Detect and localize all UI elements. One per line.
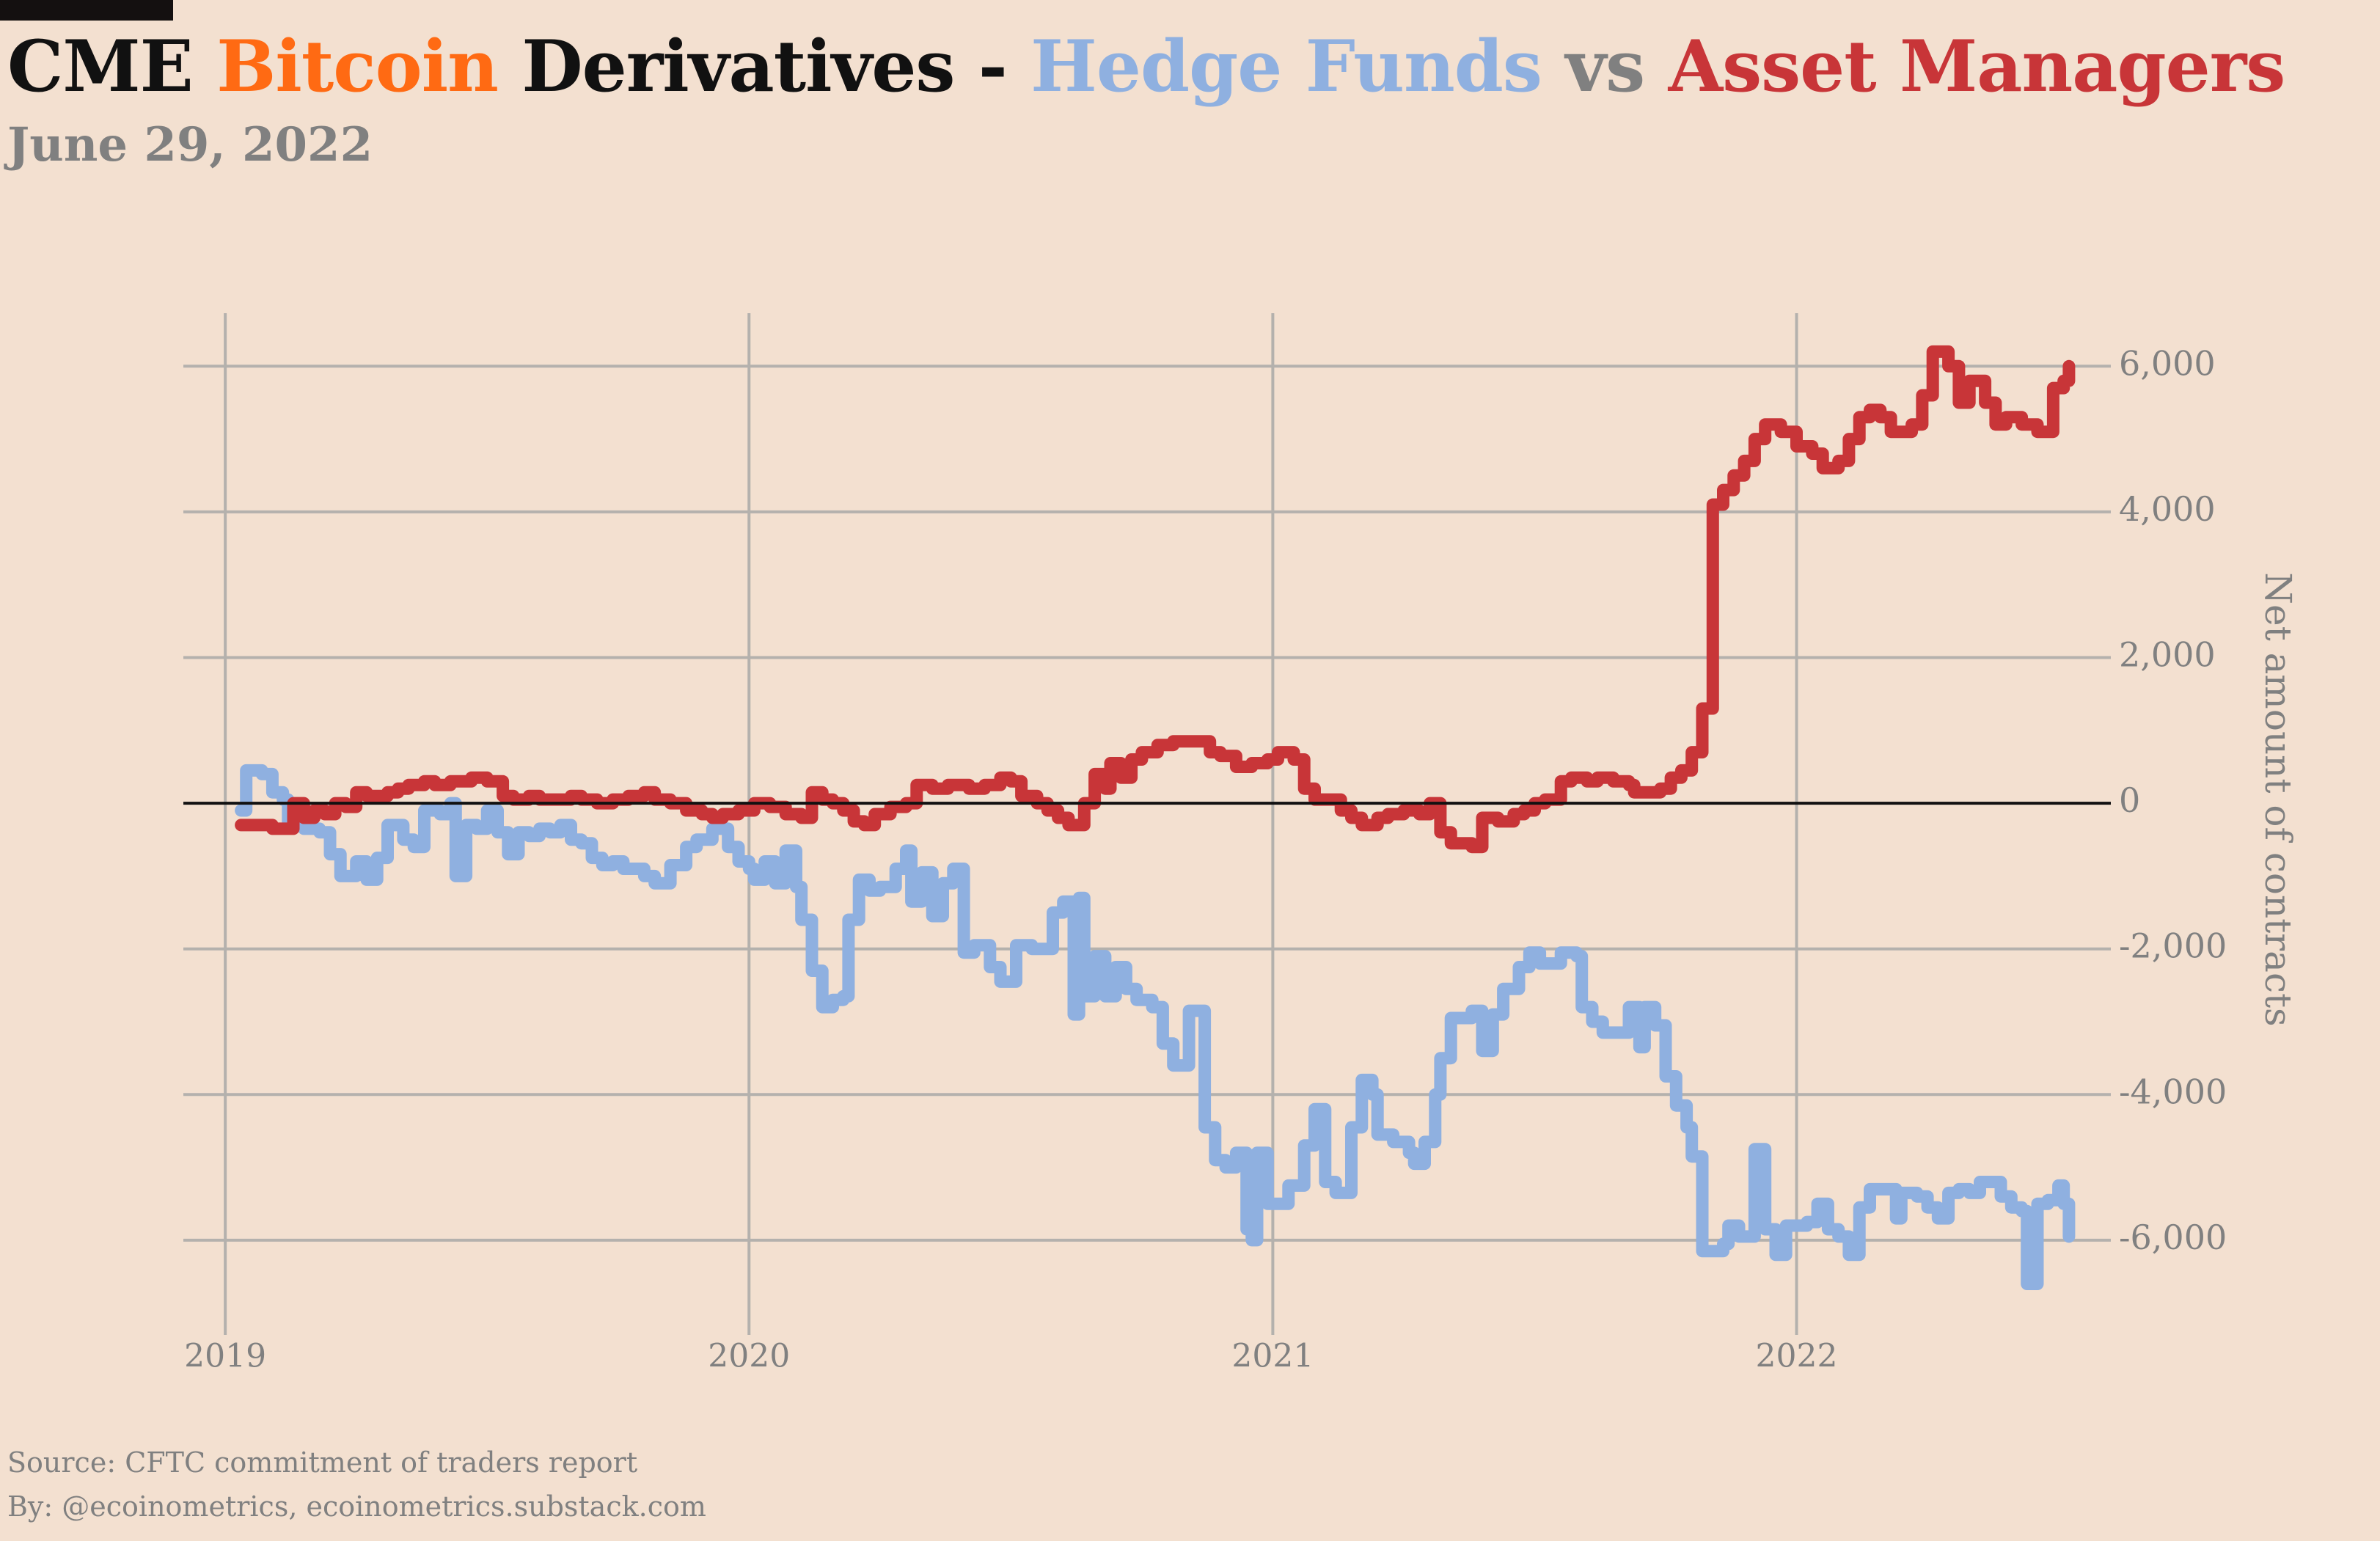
y-tick-label: 4,000 [2119, 489, 2216, 529]
title-part-derivatives: Derivatives - [497, 25, 1031, 108]
y-tick-label: 6,000 [2119, 343, 2216, 383]
y-tick-label: -6,000 [2119, 1218, 2227, 1257]
x-tick-label: 2020 [708, 1338, 790, 1375]
y-tick-label: -4,000 [2119, 1072, 2227, 1111]
top-accent-bar [0, 0, 173, 21]
series-line-hedge-funds [235, 764, 2076, 1290]
y-tick-label: -2,000 [2119, 926, 2227, 966]
title-part-hedge-funds: Hedge Funds [1030, 25, 1542, 108]
x-tick-label: 2021 [1231, 1338, 1314, 1375]
axis-layer: 2019 2020 2021 2022 -6,000 -4,000 -2,000 0 2,000… [183, 343, 2227, 1375]
y-axis-label: Net amount of contracts [2257, 572, 2299, 1026]
footer-credit: By: @ecoinometrics, ecoinometrics.substa… [7, 1490, 706, 1523]
title-part-asset-managers: Asset Managers [1668, 25, 2286, 108]
series-line-asset-managers [235, 345, 2076, 854]
series-layer [235, 345, 2076, 1290]
title-part-vs: vs [1541, 25, 1669, 108]
y-tick-label: 0 [2119, 780, 2140, 820]
footer-source: Source: CFTC commitment of traders repor… [7, 1446, 638, 1479]
title-part-bitcoin: Bitcoin [216, 25, 499, 108]
chart-subtitle-date: June 29, 2022 [7, 117, 373, 172]
x-tick-label: 2019 [184, 1338, 266, 1375]
x-tick-label: 2022 [1756, 1338, 1838, 1375]
chart-title: CME Bitcoin Derivatives - Hedge Funds vs… [7, 26, 2285, 107]
title-part-cme: CME [7, 25, 217, 108]
y-tick-label: 2,000 [2119, 635, 2216, 675]
